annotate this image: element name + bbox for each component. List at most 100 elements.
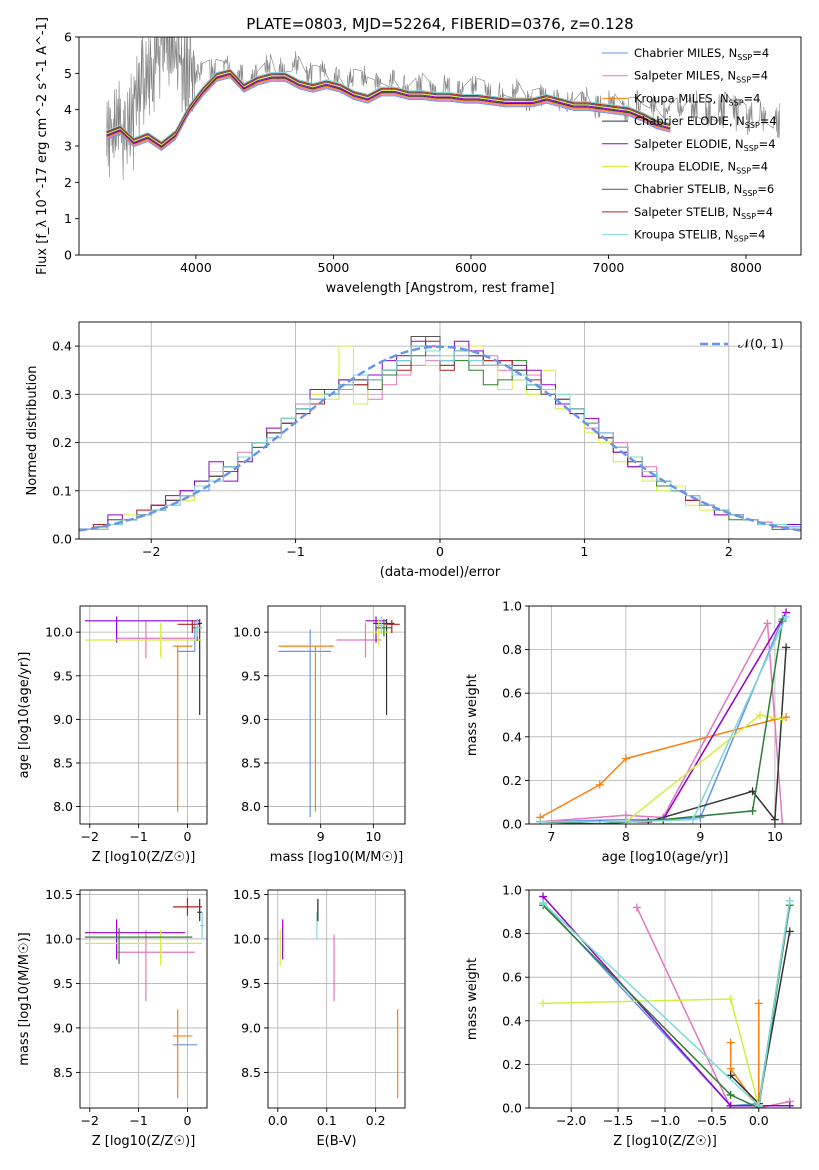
y-tick-label: 6 xyxy=(64,30,72,45)
age_vs_Z-ylabel: age [log10(age/yr)] xyxy=(17,652,32,779)
mass-weight-line xyxy=(636,907,790,1108)
x-tick-label: 5000 xyxy=(318,260,350,275)
x-tick-label: 9 xyxy=(696,829,704,844)
mass_vs_EBV-plot-area xyxy=(268,890,405,1108)
errorbar xyxy=(172,645,193,812)
x-tick-label: 1 xyxy=(580,544,588,559)
plus-marker xyxy=(659,815,668,824)
y-tick-label: 0.0 xyxy=(502,1101,522,1116)
mass-weight-line xyxy=(540,616,787,823)
mass-weight-line xyxy=(542,904,791,1108)
histogram-step xyxy=(79,345,801,539)
mass_vs_Z-plot-area xyxy=(80,890,207,1108)
errorbar xyxy=(197,619,203,715)
y-tick-label: 8.0 xyxy=(53,799,73,814)
y-tick-label: 3 xyxy=(64,139,72,154)
errorbar xyxy=(376,619,392,637)
mass_vs_Z-xlabel: Z [log10(Z/Z☉)] xyxy=(92,1134,196,1149)
y-tick-label: 9.5 xyxy=(53,976,73,991)
y-tick-label: 1.0 xyxy=(502,883,522,898)
legend-label: 𝒩(0, 1) xyxy=(738,336,784,351)
histogram-xlabel: (data-model)/error xyxy=(380,565,501,580)
x-tick-label: 0 xyxy=(183,829,191,844)
y-tick-label: 8.5 xyxy=(241,1065,261,1080)
spectrum-xlabel: wavelength [Angstrom, rest frame] xyxy=(326,281,555,296)
plus-marker xyxy=(785,896,794,905)
errorbar xyxy=(199,912,205,939)
x-tick-label: −2 xyxy=(142,544,160,559)
mass_vs_Z-frame xyxy=(79,889,208,1109)
model-spectrum-line xyxy=(106,76,671,150)
y-tick-label: 0.4 xyxy=(52,339,72,354)
x-tick-label: 8 xyxy=(622,829,630,844)
x-tick-label: 2 xyxy=(725,544,733,559)
y-tick-label: 9.0 xyxy=(53,1020,73,1035)
massweight_vs_Z-ylabel: mass weight xyxy=(465,958,480,1040)
y-tick-label: 9.0 xyxy=(241,712,261,727)
age_vs_mass-xlabel: mass [log10(M/M☉)] xyxy=(270,850,403,865)
x-tick-label: −1.5 xyxy=(603,1113,633,1128)
plus-marker xyxy=(748,806,757,815)
histogram-panel: −2 −1 0 1 2 0.0 0.1 0.2 0.3 0.4 (data-model)/error… xyxy=(25,321,802,580)
mass-weight-line xyxy=(542,900,791,1107)
x-tick-label: −1 xyxy=(129,829,147,844)
plus-marker xyxy=(770,715,779,724)
plus-marker xyxy=(621,817,630,824)
errorbar xyxy=(116,930,195,1002)
y-tick-label: 0.0 xyxy=(52,532,72,547)
age_vs_Z-plot-area xyxy=(80,606,207,824)
plus-marker xyxy=(688,815,697,824)
legend-label: Kroupa ELODIE, NSSP=4 xyxy=(634,160,768,176)
plus-marker xyxy=(726,1101,735,1108)
mass-weight-line xyxy=(540,612,787,823)
y-tick-label: 0.2 xyxy=(502,1057,522,1072)
y-tick-label: 0.4 xyxy=(502,1013,522,1028)
x-tick-label: 7 xyxy=(547,829,555,844)
y-tick-label: 10.0 xyxy=(233,931,261,946)
x-tick-label: 0.0 xyxy=(749,1113,769,1128)
x-tick-label: −2 xyxy=(81,1113,99,1128)
plus-marker xyxy=(726,995,735,1003)
plus-marker xyxy=(536,817,545,824)
y-tick-label: 0.8 xyxy=(502,926,522,941)
legend-label: Salpeter ELODIE, NSSP=4 xyxy=(634,137,776,153)
spectrum-plot-area xyxy=(106,37,781,180)
model-spectrum-line xyxy=(106,71,671,146)
errorbar xyxy=(84,919,186,960)
y-tick-label: 5 xyxy=(64,66,72,81)
y-tick-label: 8.5 xyxy=(53,755,73,770)
errorbar xyxy=(172,1009,193,1099)
x-tick-label: 0.0 xyxy=(268,1113,288,1128)
plus-marker xyxy=(539,999,548,1008)
histogram-legend: 𝒩(0, 1) xyxy=(700,336,784,351)
model-spectrum-line xyxy=(106,70,671,145)
plus-marker xyxy=(726,1090,735,1099)
mass_vs_EBV-xlabel: E(B-V) xyxy=(316,1134,356,1149)
y-tick-label: 8.5 xyxy=(241,755,261,770)
errorbar xyxy=(365,616,387,643)
plus-marker xyxy=(754,1101,763,1108)
y-tick-label: 0.2 xyxy=(502,773,522,788)
y-tick-label: 8.0 xyxy=(241,799,261,814)
mass-weight-line xyxy=(542,900,791,1108)
errorbar xyxy=(84,930,203,966)
x-tick-label: 4000 xyxy=(180,260,212,275)
plus-marker xyxy=(782,612,791,621)
plus-marker xyxy=(763,619,772,628)
y-tick-label: 10.5 xyxy=(45,887,73,902)
errorbar xyxy=(370,619,390,646)
errorbar xyxy=(278,645,334,812)
errorbar xyxy=(376,616,387,634)
y-tick-label: 1.0 xyxy=(502,599,522,614)
errorbar xyxy=(194,619,203,637)
mass-weight-line xyxy=(540,714,783,823)
legend-label: Kroupa STELIB, NSSP=4 xyxy=(634,228,765,244)
errorbar xyxy=(336,622,382,658)
x-tick-label: 6000 xyxy=(455,260,487,275)
legend-label: Salpeter MILES, NSSP=4 xyxy=(634,69,768,85)
plus-marker xyxy=(756,711,765,719)
errorbar xyxy=(197,898,203,922)
x-tick-label: −1 xyxy=(286,544,304,559)
legend-label: Kroupa MILES, NSSP=4 xyxy=(634,91,760,107)
model-spectrum-line xyxy=(106,73,671,148)
